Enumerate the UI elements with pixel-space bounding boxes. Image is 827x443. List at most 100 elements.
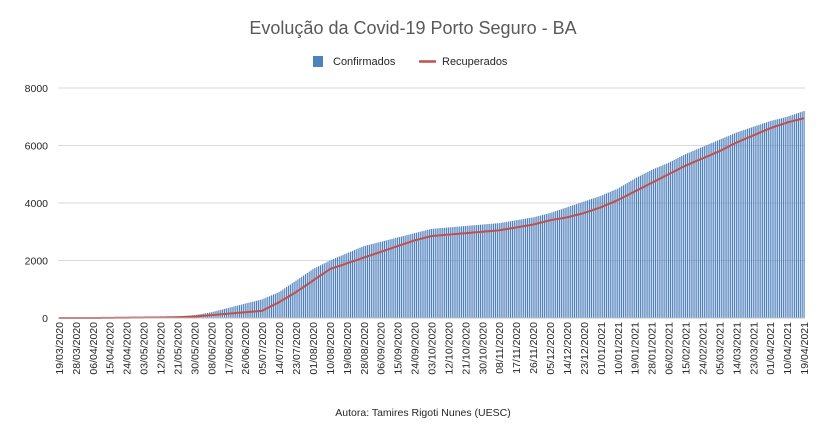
confirmados-bar	[511, 220, 513, 318]
confirmados-bar	[506, 221, 508, 318]
confirmados-bar	[451, 227, 453, 318]
confirmados-bar	[462, 226, 465, 318]
confirmados-bar	[491, 223, 493, 318]
confirmados-bar	[402, 236, 404, 318]
confirmados-bar	[306, 272, 308, 318]
confirmados-bar	[304, 274, 307, 318]
confirmados-bar	[560, 209, 562, 318]
confirmados-bar	[594, 197, 596, 318]
confirmados-bar	[334, 258, 337, 318]
confirmados-bar	[284, 288, 286, 318]
confirmados-bar	[743, 130, 745, 318]
confirmados-bar	[466, 225, 468, 318]
confirmados-bar	[494, 223, 497, 318]
confirmados-bar	[244, 303, 246, 319]
confirmados-bar	[338, 256, 340, 318]
legend-label-confirmados: Confirmados	[333, 56, 396, 68]
confirmados-bar	[318, 266, 320, 318]
confirmados-bar	[605, 193, 608, 318]
confirmados-bar	[312, 269, 314, 319]
confirmados-bar	[690, 151, 692, 318]
x-tick-label: 08/06/2020	[206, 322, 218, 375]
confirmados-bar	[747, 128, 749, 318]
confirmados-bar	[541, 214, 544, 318]
confirmados-bar	[600, 195, 602, 318]
confirmados-bar	[291, 283, 293, 318]
confirmados-bar	[577, 203, 579, 318]
confirmados-bar	[711, 142, 713, 318]
confirmados-bar	[669, 161, 672, 318]
confirmados-bar	[406, 235, 408, 318]
confirmados-bar	[472, 225, 474, 318]
confirmados-bar	[713, 142, 715, 318]
confirmados-bar	[572, 205, 574, 318]
confirmados-bar	[282, 289, 284, 318]
confirmados-bar	[509, 221, 512, 318]
confirmados-bar	[429, 229, 431, 318]
legend-swatch-confirmados	[313, 56, 323, 67]
confirmados-bar	[630, 180, 632, 318]
confirmados-bar	[698, 148, 700, 318]
confirmados-bar	[344, 254, 346, 318]
confirmados-bar	[730, 134, 732, 318]
confirmados-bar	[453, 226, 455, 318]
confirmados-bar	[628, 181, 630, 318]
confirmados-bar	[617, 188, 619, 319]
confirmados-bar	[722, 138, 724, 318]
confirmados-bar	[400, 236, 402, 318]
confirmados-bar	[321, 264, 323, 318]
confirmados-bar	[427, 229, 429, 318]
confirmados-bar	[363, 246, 365, 319]
confirmados-bar	[357, 248, 359, 318]
confirmados-bar	[733, 133, 736, 318]
x-tick-label: 12/10/2020	[443, 322, 455, 375]
confirmados-bar	[257, 300, 259, 318]
confirmados-bar	[790, 115, 792, 318]
confirmados-bar	[649, 170, 651, 318]
x-tick-label: 06/09/2020	[376, 322, 388, 375]
confirmados-bar	[634, 178, 636, 318]
x-tick-label: 15/09/2020	[393, 322, 405, 375]
confirmados-bar	[440, 228, 442, 318]
x-tick-label: 15/04/2020	[105, 322, 117, 375]
confirmados-bar	[378, 242, 380, 318]
confirmados-bar	[562, 208, 564, 318]
confirmados-bar	[389, 239, 391, 318]
confirmados-bar	[769, 121, 771, 318]
confirmados-bar	[619, 187, 621, 318]
confirmados-bar	[444, 227, 446, 318]
confirmados-bar	[327, 261, 329, 318]
confirmados-bar	[515, 220, 517, 318]
confirmados-bar	[556, 210, 559, 318]
confirmados-bar	[645, 172, 647, 318]
confirmados-bar	[385, 240, 387, 319]
confirmados-bar	[652, 169, 655, 318]
confirmados-bar	[340, 255, 342, 318]
confirmados-bar	[671, 160, 673, 318]
confirmados-bar	[346, 253, 348, 318]
x-tick-label: 12/05/2020	[156, 322, 168, 375]
confirmados-bar	[333, 258, 335, 318]
x-tick-label: 24/09/2020	[410, 322, 422, 375]
confirmados-bar	[726, 136, 728, 318]
confirmados-bar	[782, 117, 784, 319]
confirmados-bar	[792, 114, 794, 318]
confirmados-bar	[647, 171, 649, 318]
x-tick-label: 05/03/2021	[714, 322, 726, 375]
confirmados-bar	[280, 290, 282, 318]
x-tick-label: 17/06/2020	[223, 322, 235, 375]
confirmados-bar	[699, 147, 702, 318]
confirmados-bar	[404, 235, 406, 318]
confirmados-bar	[370, 244, 372, 318]
confirmados-bar	[779, 118, 781, 318]
x-tick-label: 05/07/2020	[257, 322, 269, 375]
confirmados-bar	[660, 165, 662, 318]
confirmados-bar	[534, 216, 536, 318]
confirmados-bar	[705, 145, 707, 318]
confirmados-bar	[479, 224, 482, 318]
confirmados-bar	[351, 250, 354, 318]
confirmados-bar	[293, 281, 295, 318]
confirmados-bar	[299, 278, 301, 318]
confirmados-bar	[737, 131, 739, 318]
